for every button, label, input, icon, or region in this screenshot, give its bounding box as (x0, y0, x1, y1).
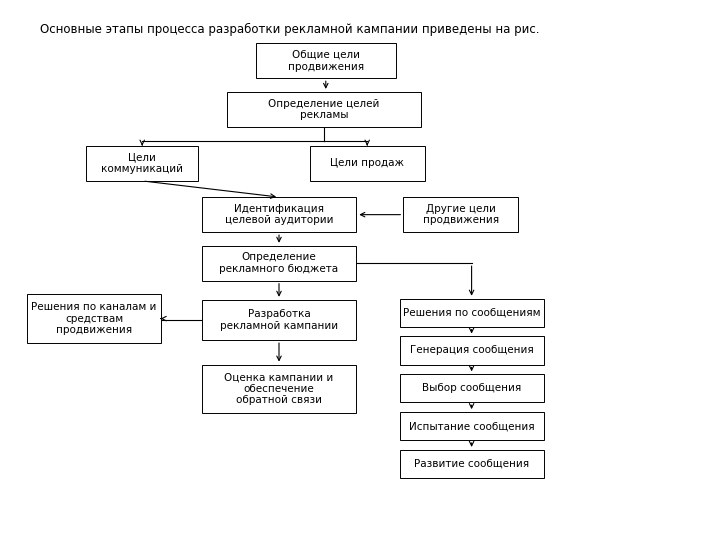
Bar (202, 246, 356, 281)
Text: Генерация сообщения: Генерация сообщения (410, 346, 534, 355)
Bar (400, 299, 544, 327)
Bar (202, 364, 356, 413)
Text: Основные этапы процесса разработки рекламной кампании приведены на рис.: Основные этапы процесса разработки рекла… (40, 23, 539, 36)
Text: Общие цели
продвижения: Общие цели продвижения (288, 50, 364, 71)
Bar (27, 294, 161, 343)
Text: Идентификация
целевой аудитории: Идентификация целевой аудитории (225, 204, 333, 226)
Bar (403, 197, 518, 232)
Text: Решения по сообщениям: Решения по сообщениям (403, 308, 540, 318)
Bar (202, 300, 356, 340)
Bar (400, 374, 544, 402)
Text: Оценка кампании и
обеспечение
обратной связи: Оценка кампании и обеспечение обратной с… (225, 372, 333, 406)
Text: Цели продаж: Цели продаж (330, 158, 404, 168)
Text: Разработка
рекламной кампании: Разработка рекламной кампании (220, 309, 338, 330)
Bar (400, 450, 544, 478)
Text: Определение
рекламного бюджета: Определение рекламного бюджета (220, 252, 338, 274)
Text: Цели
коммуникаций: Цели коммуникаций (102, 152, 183, 174)
Text: Выбор сообщения: Выбор сообщения (422, 383, 521, 393)
Text: Другие цели
продвижения: Другие цели продвижения (423, 204, 499, 226)
Text: Развитие сообщения: Развитие сообщения (414, 459, 529, 469)
Text: Определение целей
рекламы: Определение целей рекламы (269, 98, 379, 120)
Text: Решения по каналам и
средствам
продвижения: Решения по каналам и средствам продвижен… (31, 302, 157, 335)
Bar (86, 146, 198, 181)
Bar (400, 336, 544, 365)
Bar (202, 197, 356, 232)
Bar (310, 146, 425, 181)
Text: Испытание сообщения: Испытание сообщения (409, 421, 534, 431)
Bar (400, 412, 544, 440)
Bar (227, 92, 421, 127)
Bar (256, 43, 396, 78)
